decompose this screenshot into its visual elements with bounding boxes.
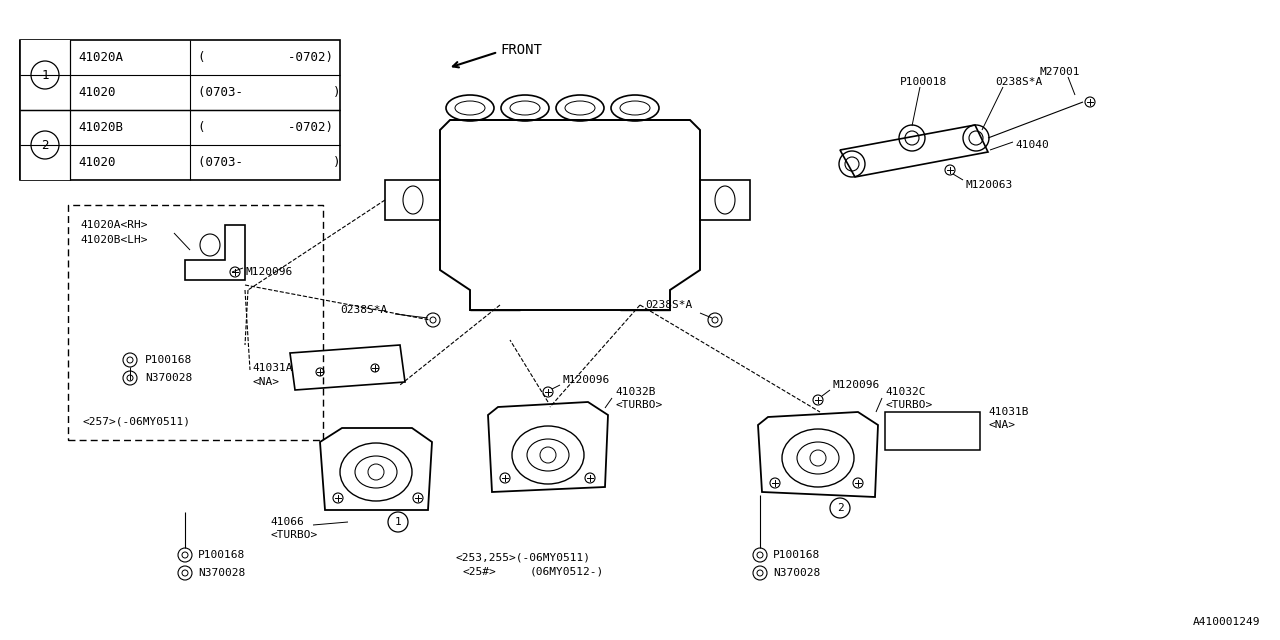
Text: 41020A<RH>: 41020A<RH> (81, 220, 147, 230)
Text: 1: 1 (41, 68, 49, 81)
Text: 2: 2 (837, 503, 844, 513)
Text: <TURBO>: <TURBO> (270, 530, 317, 540)
Text: 41032B: 41032B (614, 387, 655, 397)
Text: N370028: N370028 (145, 373, 192, 383)
Text: P100018: P100018 (900, 77, 947, 87)
Text: (0703-            ): (0703- ) (198, 86, 340, 99)
Text: 0238S*A: 0238S*A (995, 77, 1042, 87)
Text: P100168: P100168 (198, 550, 246, 560)
Text: 41031A: 41031A (252, 363, 293, 373)
Text: 41020A: 41020A (78, 51, 123, 64)
Text: 41040: 41040 (1015, 140, 1048, 150)
Text: <253,255>(-06MY0511): <253,255>(-06MY0511) (454, 553, 590, 563)
Text: M120096: M120096 (562, 375, 609, 385)
Text: M120063: M120063 (965, 180, 1012, 190)
Text: 41032C: 41032C (884, 387, 925, 397)
Text: 41020B: 41020B (78, 121, 123, 134)
Text: 41066: 41066 (270, 517, 303, 527)
Text: <NA>: <NA> (988, 420, 1015, 430)
Text: M27001: M27001 (1039, 67, 1080, 77)
Text: <TURBO>: <TURBO> (884, 400, 932, 410)
Text: 1: 1 (394, 517, 402, 527)
Text: P100168: P100168 (773, 550, 820, 560)
Text: 2: 2 (41, 138, 49, 152)
Bar (20, 40, 70, 110)
Text: (0703-            ): (0703- ) (198, 156, 340, 169)
Bar (20, 40, 340, 180)
Text: 41020: 41020 (78, 86, 115, 99)
Text: (06MY0512-): (06MY0512-) (530, 567, 604, 577)
Text: <TURBO>: <TURBO> (614, 400, 662, 410)
Text: <NA>: <NA> (252, 377, 279, 387)
Bar (20, 110, 70, 180)
Text: M120096: M120096 (244, 267, 292, 277)
Text: 41020B<LH>: 41020B<LH> (81, 235, 147, 245)
Text: (           -0702): ( -0702) (198, 51, 333, 64)
Text: 41020: 41020 (78, 156, 115, 169)
Text: 0238S*A: 0238S*A (340, 305, 388, 315)
Text: 0238S*A: 0238S*A (645, 300, 692, 310)
Text: N370028: N370028 (198, 568, 246, 578)
Text: FRONT: FRONT (500, 43, 541, 57)
Text: M120096: M120096 (832, 380, 879, 390)
Text: 41031B: 41031B (988, 407, 1029, 417)
Text: (           -0702): ( -0702) (198, 121, 333, 134)
Text: <25#>: <25#> (462, 567, 495, 577)
Text: N370028: N370028 (773, 568, 820, 578)
Text: <257>(-06MY0511): <257>(-06MY0511) (82, 417, 189, 427)
Text: A410001249: A410001249 (1193, 617, 1260, 627)
Text: P100168: P100168 (145, 355, 192, 365)
